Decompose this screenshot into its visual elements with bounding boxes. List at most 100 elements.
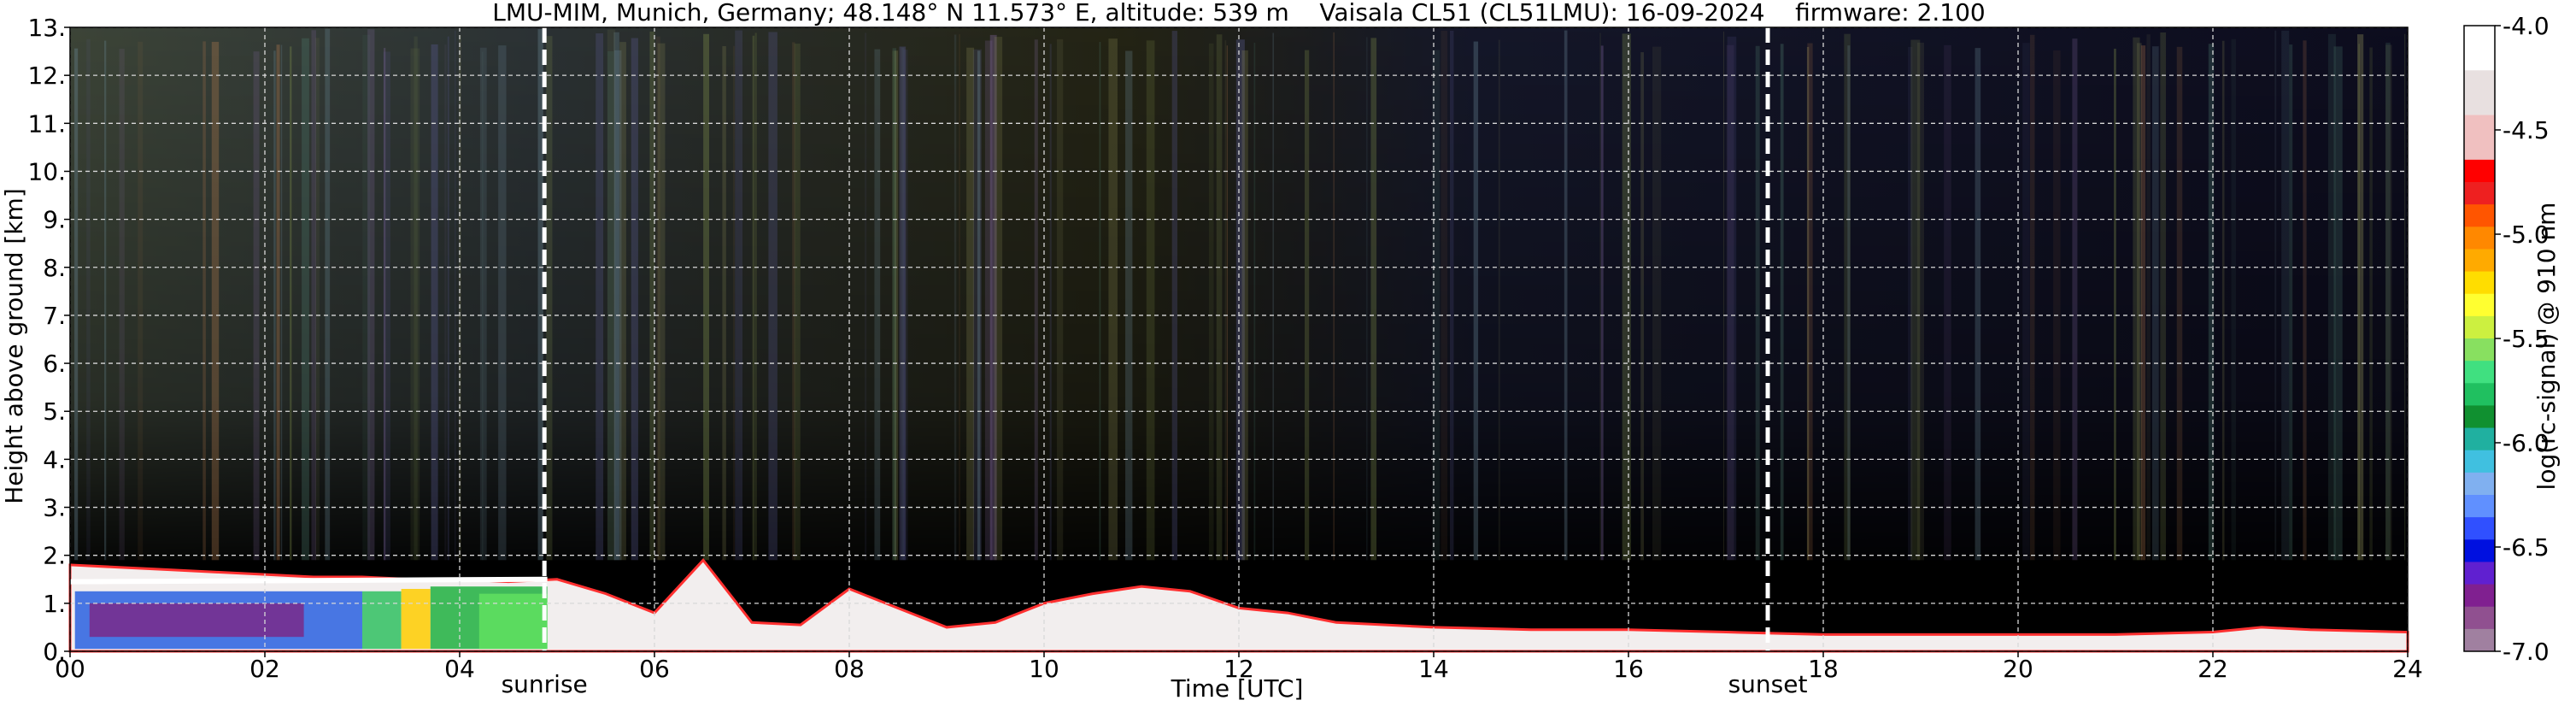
signal-streak: [1780, 44, 1784, 561]
colorbar-segment: [2464, 606, 2495, 630]
signal-streak: [1253, 42, 1256, 561]
signal-streak: [655, 36, 660, 561]
signal-streak: [1146, 40, 1155, 561]
signal-streak: [1599, 32, 1601, 561]
signal-streak: [1907, 46, 1913, 561]
signal-streak: [2231, 38, 2237, 561]
signal-streak: [1208, 43, 1214, 561]
signal-streak: [954, 34, 957, 561]
y-tick-label: 12.: [27, 62, 66, 90]
colorbar-segment: [2464, 472, 2495, 496]
signal-streak: [899, 46, 907, 561]
signal-streak: [2022, 43, 2030, 561]
signal-streak: [444, 44, 447, 561]
signal-streak: [367, 29, 375, 561]
aerosol-layer: [401, 589, 431, 650]
colorbar-ticks: -4.0 -4.5 -5.0 -5.5 -6.0 -6.5 -7.0: [2495, 12, 2550, 666]
x-tick-label: 14: [1418, 655, 1449, 683]
signal-streak: [2151, 46, 2159, 561]
x-tick-label: 10: [1029, 655, 1059, 683]
x-axis-label: Time [UTC]: [1171, 674, 1304, 703]
signal-streak: [794, 44, 801, 561]
signal-streak: [1910, 39, 1921, 561]
signal-streak: [614, 50, 622, 561]
signal-streak: [1847, 45, 1851, 561]
signal-streak: [2358, 44, 2360, 561]
colorbar-segment: [2464, 338, 2495, 362]
colorbar-segment: [2464, 159, 2495, 183]
colorbar-tick-label: -4.5: [2503, 116, 2550, 144]
signal-streak: [280, 44, 283, 561]
signal-streak: [119, 49, 125, 561]
signal-streak: [722, 45, 726, 561]
y-axis: 0. 1. 2. 3. 4. 5. 6. 7. 8. 9. 10. 11. 12. 13.: [27, 14, 70, 666]
y-tick-label: 13.: [27, 14, 66, 42]
colorbar-segment: [2464, 137, 2495, 161]
y-tick-label: 8.: [43, 254, 66, 282]
signal-streak: [1564, 30, 1568, 561]
signal-streak: [211, 41, 220, 561]
signal-streak: [546, 36, 553, 561]
aerosol-layer: [478, 593, 548, 650]
signal-streak: [1224, 40, 1227, 561]
signal-streak: [362, 34, 371, 561]
layer-top-edge: [69, 576, 548, 585]
signal-streak: [202, 41, 206, 561]
signal-streak: [1272, 32, 1274, 561]
x-tick-label: 08: [834, 655, 865, 683]
signal-streak: [1034, 39, 1038, 561]
aerosol-layer: [89, 603, 304, 638]
signal-streak: [892, 48, 897, 561]
colorbar-segment: [2464, 26, 2495, 49]
colorbar-tick-label: -7.0: [2503, 638, 2550, 666]
colorbar-segment: [2464, 517, 2495, 540]
signal-streak: [596, 33, 604, 561]
signal-streak: [2136, 43, 2142, 561]
signal-streak: [302, 38, 309, 561]
y-tick-label: 4.: [43, 445, 66, 474]
signal-streak: [383, 51, 390, 561]
signal-streak: [314, 38, 320, 561]
signal-streak: [479, 47, 487, 561]
y-tick-label: 10.: [27, 157, 66, 185]
colorbar-segment: [2464, 92, 2495, 116]
colorbar-label: log(rc-signal) @ 910 nm: [2532, 203, 2561, 491]
signal-streak: [2208, 44, 2215, 561]
signal-streak: [74, 48, 79, 561]
colorbar-segment: [2464, 628, 2495, 652]
signal-streak: [2356, 34, 2364, 561]
signal-streak: [2114, 49, 2116, 561]
signal-streak: [989, 34, 997, 561]
y-axis-label: Height above ground [km]: [0, 188, 28, 504]
signal-streak: [994, 37, 1003, 561]
y-tick-label: 6.: [43, 350, 66, 378]
signal-streak: [1057, 38, 1064, 561]
signal-streak: [1366, 37, 1368, 561]
y-tick-label: 5.: [43, 397, 66, 426]
signal-streak: [498, 45, 507, 561]
signal-streak: [276, 44, 280, 561]
signal-streak: [1640, 52, 1645, 561]
colorbar-tick-label: -5.5: [2503, 325, 2550, 353]
signal-streaks: [74, 28, 2406, 561]
y-tick-label: 7.: [43, 302, 66, 330]
signal-streak: [754, 32, 757, 561]
signal-streak: [2385, 42, 2391, 561]
signal-streak: [1171, 31, 1178, 561]
signal-streak: [752, 35, 755, 561]
colorbar-segment: [2464, 405, 2495, 429]
signal-streak: [874, 49, 881, 561]
signal-streak: [1944, 44, 1951, 561]
signal-streak: [311, 30, 317, 561]
colorbar-segment: [2464, 271, 2495, 295]
colorbar-segment: [2464, 495, 2495, 518]
signal-streak: [1049, 44, 1052, 561]
signal-streak: [972, 49, 982, 561]
signal-streak: [1755, 45, 1760, 561]
y-tick-label: 9.: [43, 206, 66, 234]
grid: [69, 26, 2409, 652]
y-tick-label: 11.: [27, 109, 66, 138]
signal-streak: [2333, 46, 2343, 561]
signal-streak: [735, 30, 743, 561]
